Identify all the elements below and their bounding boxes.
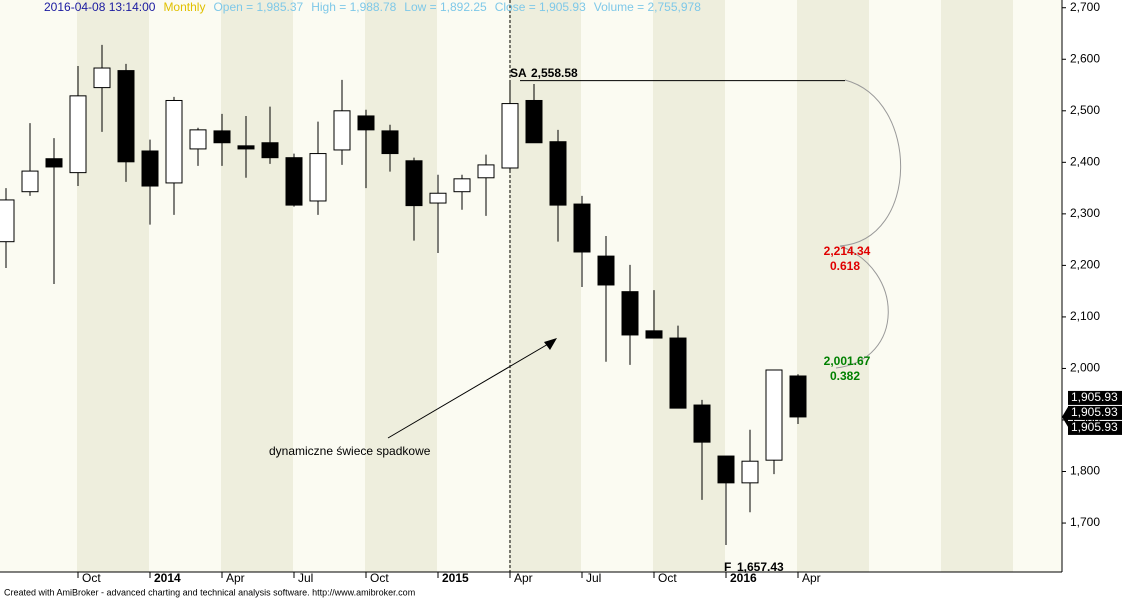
header-text: High = 1,988.78 <box>311 0 396 14</box>
candle-body <box>21 170 39 193</box>
quarter-band <box>365 0 437 572</box>
candle-body <box>405 160 423 207</box>
header-text: Monthly <box>163 0 205 14</box>
candle-body <box>357 115 375 131</box>
x-tick-label: Jul <box>298 571 313 585</box>
candle-body <box>117 70 135 163</box>
header-text: Open = 1,985.37 <box>213 0 303 14</box>
x-tick-label: 2014 <box>154 571 181 585</box>
fib-arc <box>835 79 902 369</box>
annotation: dynamiczne świece spadkowe <box>269 444 431 458</box>
x-tick-label: Apr <box>514 571 533 585</box>
footer: Created with AmiBroker - advanced charti… <box>4 587 415 597</box>
price-label-box <box>1068 390 1122 405</box>
candle-body <box>165 99 183 184</box>
candle-body <box>669 337 687 409</box>
candle-body <box>597 255 615 286</box>
fib-ratio: 0.618 <box>830 259 860 273</box>
x-tick-label: Oct <box>658 571 677 585</box>
candle-body <box>69 95 87 174</box>
x-tick-label: Apr <box>226 571 245 585</box>
y-tick-label: 2,000 <box>1070 361 1100 375</box>
candle-body <box>717 455 735 484</box>
header-text: 2016-04-08 13:14:00 <box>44 0 156 14</box>
quarter-band <box>509 0 581 572</box>
x-tick-label: Apr <box>802 571 821 585</box>
y-tick-label: 2,600 <box>1070 51 1100 65</box>
quarter-band <box>221 0 293 572</box>
price-label: 1,905.93 <box>1071 390 1118 404</box>
header-text: Volume = 2,755,978 <box>594 0 701 14</box>
candle-body <box>309 153 327 202</box>
candle-body <box>693 404 711 443</box>
x-tick-label: 2015 <box>442 571 469 585</box>
fib-ratio: 0.382 <box>830 369 860 383</box>
price-pointer <box>1062 406 1068 427</box>
candle-body <box>573 203 591 253</box>
candle-body <box>333 110 351 151</box>
y-tick-label: 1,800 <box>1070 464 1100 478</box>
candle-body <box>645 330 663 339</box>
y-tick-label: 2,200 <box>1070 258 1100 272</box>
x-tick-label: Oct <box>82 571 101 585</box>
x-tick-label: Jul <box>586 571 601 585</box>
y-tick-label: 2,100 <box>1070 309 1100 323</box>
candle-body <box>285 157 303 206</box>
annotation-arrow <box>387 339 556 439</box>
candle-body <box>453 178 471 193</box>
swing-label: SA <box>510 66 527 80</box>
arrow-head <box>544 338 557 350</box>
quarter-band <box>797 0 869 572</box>
y-tick-label: 1,700 <box>1070 515 1100 529</box>
header-text: Low = 1,892.25 <box>404 0 487 14</box>
fib-value: 2,001.67 <box>824 354 871 368</box>
price-label: 1,905.93 <box>1071 405 1118 419</box>
candle-body <box>189 129 207 150</box>
y-tick-label: 2,700 <box>1070 0 1100 14</box>
swing-label: F <box>724 560 731 574</box>
candle-body <box>549 141 567 206</box>
candle-body <box>237 145 255 150</box>
quarter-band <box>941 0 1013 572</box>
candle-body <box>741 460 759 484</box>
candle-body <box>525 99 543 144</box>
price-label-box <box>1068 420 1122 435</box>
fib-value: 2,214.34 <box>824 244 871 258</box>
candle-body <box>621 291 639 336</box>
candle-body <box>381 130 399 155</box>
candle-body <box>213 130 231 144</box>
y-tick-label: 2,300 <box>1070 206 1100 220</box>
x-tick-label: 2016 <box>730 571 757 585</box>
quarter-band <box>77 0 149 572</box>
swing-value: 2,558.58 <box>531 66 578 80</box>
candle-body <box>477 164 495 179</box>
candle-body <box>261 142 279 159</box>
candle-body <box>429 192 447 204</box>
candle-body <box>93 67 111 89</box>
candle-body <box>501 103 519 169</box>
y-tick-label: 2,400 <box>1070 154 1100 168</box>
header-text: Close = 1,905.93 <box>495 0 586 14</box>
price-label: 1,905.93 <box>1071 420 1118 434</box>
y-tick-label: 2,500 <box>1070 103 1100 117</box>
candle-body <box>141 150 159 187</box>
candle-body <box>45 158 63 168</box>
x-tick-label: Oct <box>370 571 389 585</box>
swing-value: 1,657.43 <box>737 560 784 574</box>
candle-body <box>789 375 807 418</box>
candle-body <box>0 199 15 243</box>
price-label-box <box>1068 405 1122 420</box>
quarter-band <box>653 0 725 572</box>
candle-body <box>765 369 783 461</box>
